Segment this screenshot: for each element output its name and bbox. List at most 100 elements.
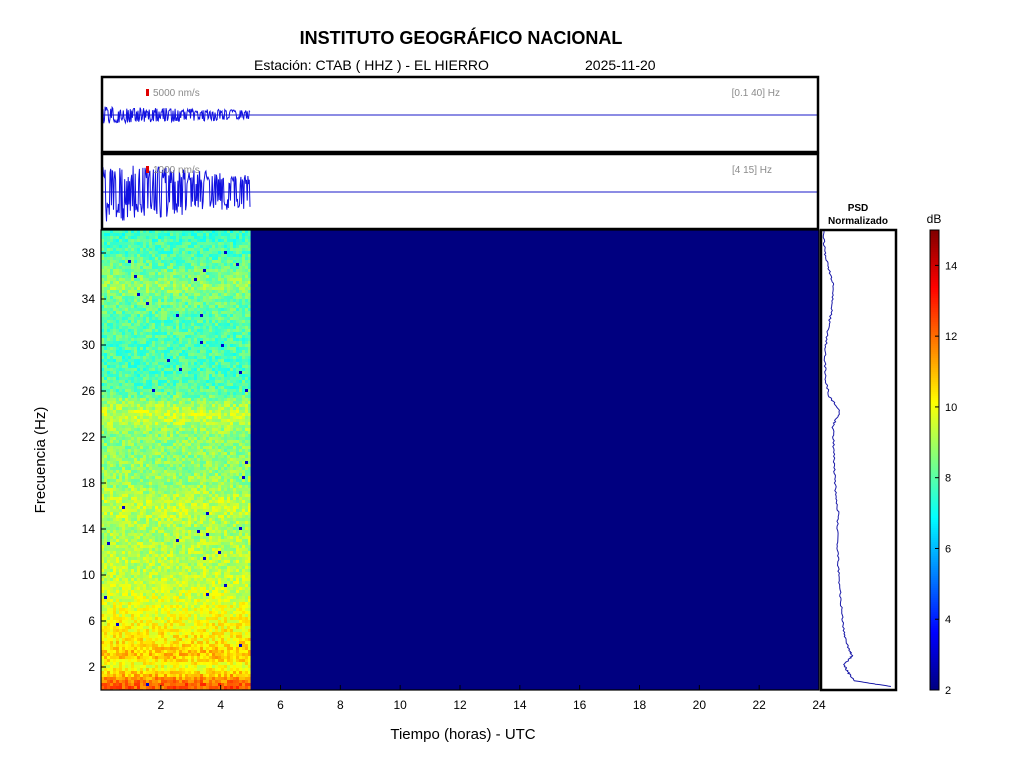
spectrogram-cell — [245, 521, 248, 524]
spectrogram-cell — [209, 281, 212, 284]
spectrogram-cell — [245, 368, 248, 371]
spectrogram-cell — [230, 392, 233, 395]
spectrogram-cell — [233, 344, 236, 347]
spectrogram-cell — [203, 479, 206, 482]
spectrogram-cell — [146, 455, 149, 458]
spectrogram-cell — [143, 251, 146, 254]
spectrogram-cell — [113, 503, 116, 506]
spectrogram-cell — [179, 512, 182, 515]
spectrogram-cell — [200, 524, 203, 527]
spectrogram-cell — [119, 407, 122, 410]
spectrogram-cell — [140, 461, 143, 464]
spectrogram-cell — [200, 476, 203, 479]
spectrogram-cell — [107, 326, 110, 329]
spectrogram-cell — [227, 413, 230, 416]
spectrogram-cell — [242, 500, 245, 503]
spectrogram-cell — [125, 272, 128, 275]
spectrogram-cell — [230, 461, 233, 464]
spectrogram-cell — [116, 413, 119, 416]
spectrogram-cell — [212, 389, 215, 392]
spectrogram-cell — [119, 353, 122, 356]
spectrogram-cell — [221, 482, 224, 485]
spectrogram-cell — [143, 515, 146, 518]
spectrogram-cell — [191, 245, 194, 248]
spectrogram-cell — [134, 407, 137, 410]
spectrogram-cell — [155, 368, 158, 371]
spectrogram-cell — [212, 311, 215, 314]
spectrogram-cell — [155, 386, 158, 389]
spectrogram-cell — [212, 401, 215, 404]
spectrogram-cell — [221, 467, 224, 470]
spectrogram-cell — [173, 362, 176, 365]
spectrogram-cell — [203, 251, 206, 254]
spectrogram-cell — [197, 455, 200, 458]
spectrogram-cell — [224, 263, 227, 266]
spectrogram-cell — [239, 326, 242, 329]
spectrogram-cell — [173, 296, 176, 299]
spectrogram-cell — [182, 524, 185, 527]
spectrogram-cell — [113, 236, 116, 239]
spectrogram-cell — [104, 428, 107, 431]
spectrogram-cell — [191, 320, 194, 323]
spectrogram-cell — [188, 263, 191, 266]
spectrogram-cell — [101, 479, 104, 482]
spectrogram-cell — [110, 287, 113, 290]
spectrogram-cell — [197, 275, 200, 278]
spectrogram-cell — [197, 515, 200, 518]
spectrogram-cell — [248, 266, 251, 269]
spectrogram-cell — [230, 497, 233, 500]
spectrogram-cell — [206, 320, 209, 323]
spectrogram-cell — [248, 494, 251, 497]
spectrogram-cell — [245, 344, 248, 347]
spectrogram-cell — [149, 413, 152, 416]
spectrogram-cell — [206, 377, 209, 380]
spectrogram-cell — [194, 320, 197, 323]
spectrogram-cell — [179, 290, 182, 293]
spectrogram-cell — [185, 233, 188, 236]
spectrogram-cell — [125, 512, 128, 515]
spectrogram-cell — [155, 461, 158, 464]
spectrogram-cell — [134, 518, 137, 521]
spectrogram-cell — [206, 287, 209, 290]
spectrogram-cell — [179, 368, 182, 371]
spectrogram-cell — [212, 332, 215, 335]
spectrogram-cell — [128, 251, 131, 254]
spectrogram-cell — [134, 515, 137, 518]
spectrogram-cell — [206, 344, 209, 347]
spectrogram-cell — [122, 515, 125, 518]
spectrogram-cell — [203, 419, 206, 422]
spectrogram-cell — [197, 257, 200, 260]
spectrogram-cell — [230, 245, 233, 248]
spectrogram-cell — [242, 482, 245, 485]
spectrogram-cell — [227, 398, 230, 401]
spectrogram-cell — [176, 278, 179, 281]
spectrogram-cell — [212, 242, 215, 245]
spectrogram-cell — [233, 518, 236, 521]
spectrogram-cell — [203, 446, 206, 449]
spectrogram-cell — [155, 500, 158, 503]
spectrogram-cell — [233, 416, 236, 419]
spectrogram-cell — [203, 365, 206, 368]
spectrogram-cell — [161, 377, 164, 380]
spectrogram-cell — [128, 416, 131, 419]
spectrogram-cell — [137, 287, 140, 290]
spectrogram-cell — [200, 332, 203, 335]
spectrogram-cell — [128, 323, 131, 326]
spectrogram-cell — [203, 380, 206, 383]
spectrogram-cell — [152, 401, 155, 404]
spectrogram-cell — [104, 248, 107, 251]
spectrogram-cell — [203, 344, 206, 347]
spectrogram-cell — [224, 485, 227, 488]
spectrogram-cell — [209, 416, 212, 419]
spectrogram-cell — [242, 299, 245, 302]
spectrogram-cell — [164, 293, 167, 296]
spectrogram-cell — [185, 476, 188, 479]
spectrogram-cell — [152, 491, 155, 494]
spectrogram-cell — [131, 338, 134, 341]
spectrogram-cell — [236, 440, 239, 443]
spectrogram-cell — [170, 371, 173, 374]
spectrogram-cell — [161, 233, 164, 236]
spectrogram-cell — [179, 239, 182, 242]
spectrogram-cell — [173, 356, 176, 359]
spectrogram-cell — [245, 416, 248, 419]
